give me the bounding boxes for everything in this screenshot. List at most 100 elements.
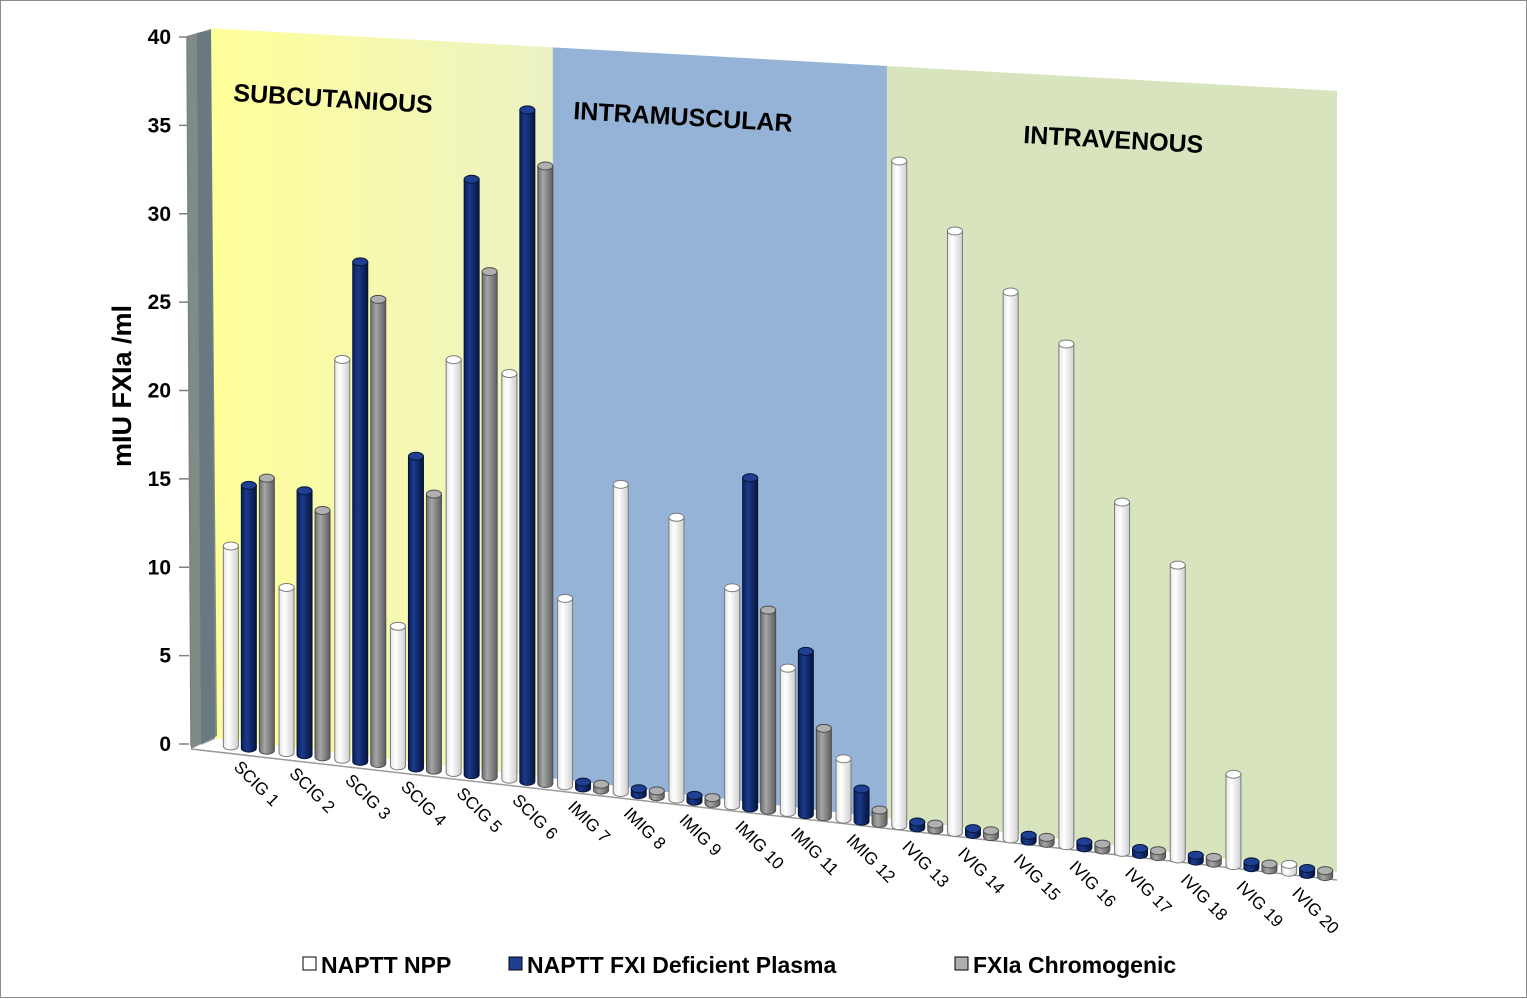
bar-body bbox=[760, 609, 777, 815]
bar-top bbox=[314, 505, 331, 515]
y-tick-label: 15 bbox=[148, 468, 172, 491]
category-label: IMIG 9 bbox=[676, 810, 726, 860]
bar-top bbox=[334, 354, 351, 364]
bar-top bbox=[501, 369, 518, 379]
legend-label-3: FXIa Chromogenic bbox=[973, 952, 1176, 978]
category-label: SCIG 4 bbox=[397, 777, 450, 830]
bars bbox=[222, 105, 1334, 882]
bar-imig-9-s1 bbox=[668, 512, 685, 804]
bar-body bbox=[314, 509, 331, 762]
bar-scig-4-s2 bbox=[407, 451, 424, 773]
bar-top bbox=[537, 161, 554, 171]
y-tick-label: 25 bbox=[148, 291, 172, 314]
bar-top bbox=[668, 512, 685, 522]
category-label: IVIG 16 bbox=[1066, 857, 1120, 911]
bar-scig-4-s3 bbox=[425, 489, 442, 775]
bar-body bbox=[1058, 343, 1075, 851]
category-label: IMIG 12 bbox=[843, 830, 899, 886]
bar-imig-11-s1 bbox=[779, 663, 796, 817]
bar-ivig-20-s1 bbox=[1281, 859, 1298, 877]
bar-top bbox=[1094, 839, 1111, 849]
bar-top bbox=[370, 294, 387, 304]
bar-top bbox=[1299, 863, 1316, 873]
bar-imig-10-s1 bbox=[724, 583, 741, 811]
category-label: SCIG 6 bbox=[509, 790, 562, 843]
bar-top bbox=[222, 541, 239, 551]
bar-scig-4-s1 bbox=[389, 621, 406, 771]
bar-top bbox=[1187, 850, 1204, 860]
bar-top bbox=[1114, 497, 1131, 507]
category-label: IVIG 19 bbox=[1233, 877, 1287, 931]
bar-top bbox=[853, 784, 870, 794]
bar-body bbox=[853, 788, 870, 826]
bar-top bbox=[927, 819, 944, 829]
bar-body bbox=[407, 455, 424, 773]
bar-ivig-13-s3 bbox=[927, 819, 944, 835]
bar-body bbox=[352, 261, 369, 766]
bar-ivig-13-s1 bbox=[891, 156, 908, 831]
bar-body bbox=[779, 667, 796, 817]
bar-imig-9-s2 bbox=[686, 790, 703, 806]
category-label: IMIG 10 bbox=[731, 817, 787, 873]
bar-ivig-14-s3 bbox=[982, 826, 999, 842]
bar-body bbox=[557, 597, 574, 791]
category-label: IVIG 15 bbox=[1010, 850, 1064, 904]
bar-top bbox=[240, 480, 257, 490]
legend-label-1: NAPTT NPP bbox=[321, 952, 451, 978]
y-tick-label: 35 bbox=[148, 114, 172, 137]
bar-body bbox=[258, 477, 275, 755]
bar-scig-2-s2 bbox=[296, 486, 313, 760]
y-tick-label: 10 bbox=[148, 556, 171, 579]
category-label: SCIG 1 bbox=[230, 757, 283, 810]
bar-top bbox=[648, 786, 665, 796]
legend: NAPTT NPP NAPTT FXI Deficient Plasma FXIa … bbox=[302, 952, 1176, 978]
bar-top bbox=[1076, 837, 1093, 847]
bar-body bbox=[537, 165, 554, 788]
legend-swatch-3 bbox=[954, 956, 969, 971]
category-label: SCIG 3 bbox=[341, 771, 394, 824]
bar-ivig-17-s3 bbox=[1150, 846, 1167, 862]
bar-body bbox=[334, 358, 351, 764]
bar-body bbox=[240, 484, 257, 753]
category-label: IVIG 18 bbox=[1177, 870, 1231, 924]
bar-imig-8-s2 bbox=[630, 784, 647, 800]
bar-ivig-18-s2 bbox=[1187, 850, 1204, 866]
bar-top bbox=[630, 784, 647, 794]
bar-imig-7-s3 bbox=[593, 779, 610, 795]
bar-body bbox=[463, 178, 480, 780]
bar-top bbox=[389, 621, 406, 631]
bar-ivig-16-s3 bbox=[1094, 839, 1111, 855]
bar-top bbox=[1261, 859, 1278, 869]
bar-ivig-17-s1 bbox=[1114, 497, 1131, 857]
bar-ivig-15-s3 bbox=[1038, 832, 1055, 848]
bar-ivig-19-s1 bbox=[1225, 769, 1242, 871]
bar-imig-8-s1 bbox=[612, 479, 629, 797]
bar-top bbox=[575, 777, 592, 787]
bar-ivig-18-s3 bbox=[1205, 852, 1222, 868]
category-label: SCIG 2 bbox=[286, 764, 339, 817]
bar-body bbox=[278, 586, 295, 758]
category-label: IVIG 20 bbox=[1288, 884, 1342, 938]
category-label: IMIG 7 bbox=[564, 797, 614, 847]
bar-body bbox=[871, 809, 888, 828]
bar-top bbox=[425, 489, 442, 499]
bar-body bbox=[891, 160, 908, 831]
bar-top bbox=[1243, 857, 1260, 867]
bar-top bbox=[445, 355, 462, 365]
bar-imig-12-s3 bbox=[871, 805, 888, 828]
bar-body bbox=[370, 298, 387, 768]
bar-scig-3-s2 bbox=[352, 257, 369, 766]
bar-top bbox=[724, 583, 741, 593]
bar-scig-6-s3 bbox=[537, 161, 554, 788]
bar-ivig-15-s1 bbox=[1002, 287, 1019, 844]
bar-top bbox=[946, 226, 963, 236]
bar-scig-1-s3 bbox=[258, 473, 275, 755]
bar-imig-10-s2 bbox=[742, 473, 759, 813]
bar-top bbox=[1169, 560, 1186, 570]
category-label: IVIG 14 bbox=[954, 844, 1008, 898]
bar-top bbox=[519, 105, 536, 115]
bar-body bbox=[612, 483, 629, 797]
bar-ivig-16-s1 bbox=[1058, 339, 1075, 851]
